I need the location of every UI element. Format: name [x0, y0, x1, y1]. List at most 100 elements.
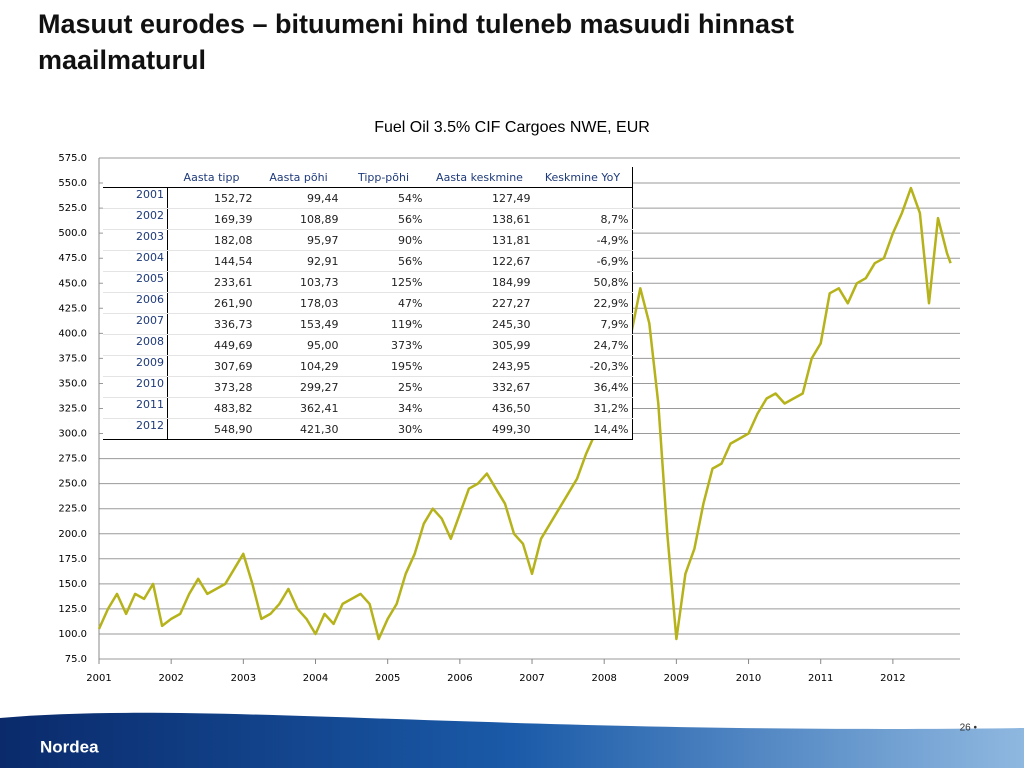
table-cell: 7,9% — [533, 313, 633, 335]
footer-wave — [0, 712, 1024, 768]
table-cell: 548,90 — [167, 418, 256, 440]
x-tick-label: 2009 — [664, 673, 689, 684]
table-cell: 2009 — [103, 355, 168, 377]
x-tick-label: 2001 — [86, 673, 111, 684]
table-cell: 153,49 — [255, 313, 342, 335]
table-cell: 8,7% — [533, 208, 633, 230]
table-cell: 421,30 — [255, 418, 342, 440]
y-tick-label: 150.0 — [58, 579, 87, 590]
x-tick-label: 2010 — [736, 673, 761, 684]
logo: Nordea — [40, 737, 99, 756]
table-cell: 131,81 — [425, 229, 534, 251]
table-cell: 144,54 — [167, 250, 256, 272]
table-cell: 95,97 — [255, 229, 342, 251]
table-cell: 127,49 — [425, 187, 534, 209]
y-tick-label: 200.0 — [58, 529, 87, 540]
x-tick-label: 2005 — [375, 673, 400, 684]
column-header: Aasta põhi — [255, 167, 342, 188]
page-number: 26 • — [960, 723, 978, 734]
chart-title: Fuel Oil 3.5% CIF Cargoes NWE, EUR — [374, 119, 650, 136]
series-line — [97, 186, 952, 641]
y-tick-label: 250.0 — [58, 479, 87, 490]
table-cell: 92,91 — [255, 250, 342, 272]
y-tick-label: 475.0 — [58, 253, 87, 264]
table-cell: 2004 — [103, 250, 168, 272]
table-cell: 138,61 — [425, 208, 534, 230]
table-row: 2007 336,73 153,49 119% 245,30 7,9% — [103, 313, 633, 335]
table-cell: 299,27 — [255, 376, 342, 398]
table-cell: 14,4% — [533, 418, 633, 440]
table-row: 2001 152,72 99,44 54% 127,49 — [103, 187, 633, 209]
column-header: Aasta tipp — [167, 167, 256, 188]
table-cell: 54% — [341, 187, 426, 209]
table-cell: 24,7% — [533, 334, 633, 356]
table-cell: 2001 — [103, 187, 168, 209]
table-cell: 2003 — [103, 229, 168, 251]
y-tick-label: 275.0 — [58, 454, 87, 465]
table-cell: 373,28 — [167, 376, 256, 398]
table-row: 2005 233,61 103,73 125% 184,99 50,8% — [103, 271, 633, 293]
table-row: 2004 144,54 92,91 56% 122,67 -6,9% — [103, 250, 633, 272]
table-cell: 108,89 — [255, 208, 342, 230]
table-cell: 169,39 — [167, 208, 256, 230]
table-cell: 336,73 — [167, 313, 256, 335]
table-cell: 2007 — [103, 313, 168, 335]
table-cell: 36,4% — [533, 376, 633, 398]
table-row: 2006 261,90 178,03 47% 227,27 22,9% — [103, 292, 633, 314]
table-cell: 184,99 — [425, 271, 534, 293]
table-cell: 50,8% — [533, 271, 633, 293]
y-tick-label: 350.0 — [58, 378, 87, 389]
data-table: Aasta tipp Aasta põhi Tipp-põhi Aasta keskm… — [103, 167, 633, 440]
table-cell: 30% — [341, 418, 426, 440]
x-tick-label: 2008 — [591, 673, 616, 684]
table-row: 2012 548,90 421,30 30% 499,30 14,4% — [103, 418, 633, 440]
table-cell: 152,72 — [167, 187, 256, 209]
y-tick-label: 575.0 — [58, 153, 87, 164]
table-cell: 47% — [341, 292, 426, 314]
table-cell: 362,41 — [255, 397, 342, 419]
table-cell: 2002 — [103, 208, 168, 230]
table-cell: 436,50 — [425, 397, 534, 419]
y-tick-label: 450.0 — [58, 278, 87, 289]
table-row: 2010 373,28 299,27 25% 332,67 36,4% — [103, 376, 633, 398]
table-cell: 195% — [341, 355, 426, 377]
table-cell: 104,29 — [255, 355, 342, 377]
x-tick-label: 2007 — [519, 673, 544, 684]
table-cell: 122,67 — [425, 250, 534, 272]
y-tick-label: 300.0 — [58, 429, 87, 440]
header-row: Aasta tipp Aasta põhi Tipp-põhi Aasta keskm… — [103, 167, 633, 188]
table-cell: 119% — [341, 313, 426, 335]
y-tick-label: 100.0 — [58, 629, 87, 640]
table-cell: 31,2% — [533, 397, 633, 419]
table-cell: 182,08 — [167, 229, 256, 251]
table-cell: 25% — [341, 376, 426, 398]
table-cell: 178,03 — [255, 292, 342, 314]
table-row: 2009 307,69 104,29 195% 243,95 -20,3% — [103, 355, 633, 377]
table-cell: 2010 — [103, 376, 168, 398]
x-tick-label: 2011 — [808, 673, 833, 684]
table-cell: 305,99 — [425, 334, 534, 356]
y-tick-label: 425.0 — [58, 303, 87, 314]
table-cell: 499,30 — [425, 418, 534, 440]
table-cell: 373% — [341, 334, 426, 356]
table-cell — [533, 187, 633, 209]
table-cell: 2006 — [103, 292, 168, 314]
x-tick-label: 2012 — [880, 673, 905, 684]
table-cell: 483,82 — [167, 397, 256, 419]
table-cell: 332,67 — [425, 376, 534, 398]
y-tick-label: 125.0 — [58, 604, 87, 615]
table-cell: 2012 — [103, 418, 168, 440]
y-tick-label: 325.0 — [58, 404, 87, 415]
table-cell: 90% — [341, 229, 426, 251]
table-cell: 125% — [341, 271, 426, 293]
x-tick-label: 2003 — [231, 673, 256, 684]
slide-title: Masuut eurodes – bituumeni hind tuleneb … — [38, 9, 795, 75]
corner-cell — [103, 167, 168, 188]
table-cell: 2011 — [103, 397, 168, 419]
table-row: 2003 182,08 95,97 90% 131,81 -4,9% — [103, 229, 633, 251]
table-cell: 56% — [341, 208, 426, 230]
table-row: 2011 483,82 362,41 34% 436,50 31,2% — [103, 397, 633, 419]
x-tick-label: 2004 — [303, 673, 328, 684]
